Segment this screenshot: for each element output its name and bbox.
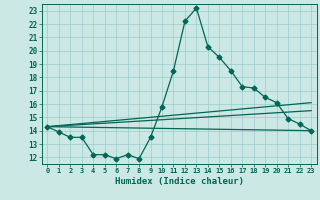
X-axis label: Humidex (Indice chaleur): Humidex (Indice chaleur) — [115, 177, 244, 186]
